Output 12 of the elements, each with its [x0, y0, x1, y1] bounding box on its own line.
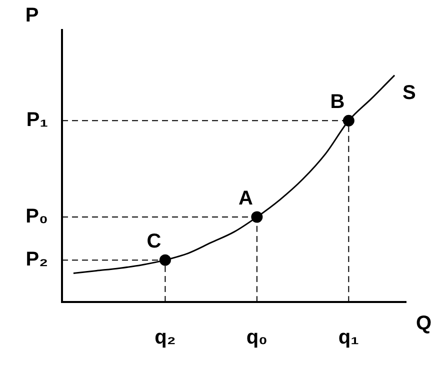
annotation: A — [238, 188, 253, 210]
series-label: S — [402, 82, 416, 104]
ref-line-label: P₀ — [26, 206, 48, 228]
x-tick-label: q₀ — [246, 326, 268, 349]
x-axis-title: Q — [416, 312, 432, 335]
annotation: C — [146, 230, 162, 253]
x-tick-label: q₂ — [154, 326, 176, 349]
x-tick-label: q₁ — [338, 326, 359, 349]
ref-line-label: P₁ — [26, 109, 48, 132]
annotation: B — [330, 91, 345, 114]
ref-line-label: P₂ — [26, 248, 48, 271]
y-axis-title: P — [25, 4, 39, 27]
